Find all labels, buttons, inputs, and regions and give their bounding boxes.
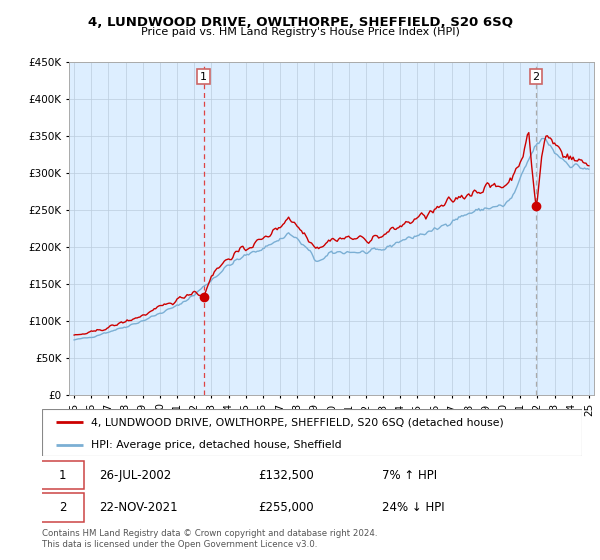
- Text: Price paid vs. HM Land Registry's House Price Index (HPI): Price paid vs. HM Land Registry's House …: [140, 27, 460, 37]
- Text: 4, LUNDWOOD DRIVE, OWLTHORPE, SHEFFIELD, S20 6SQ: 4, LUNDWOOD DRIVE, OWLTHORPE, SHEFFIELD,…: [88, 16, 512, 29]
- Text: £132,500: £132,500: [258, 469, 314, 482]
- Text: 24% ↓ HPI: 24% ↓ HPI: [382, 501, 445, 514]
- Text: 22-NOV-2021: 22-NOV-2021: [98, 501, 178, 514]
- Text: Contains HM Land Registry data © Crown copyright and database right 2024.
This d: Contains HM Land Registry data © Crown c…: [42, 529, 377, 549]
- Text: 2: 2: [59, 501, 66, 514]
- FancyBboxPatch shape: [41, 461, 84, 489]
- Text: 26-JUL-2002: 26-JUL-2002: [98, 469, 171, 482]
- FancyBboxPatch shape: [41, 493, 84, 522]
- Text: HPI: Average price, detached house, Sheffield: HPI: Average price, detached house, Shef…: [91, 440, 341, 450]
- Text: 1: 1: [59, 469, 66, 482]
- Text: 7% ↑ HPI: 7% ↑ HPI: [382, 469, 437, 482]
- Text: 1: 1: [200, 72, 207, 82]
- Text: 2: 2: [532, 72, 539, 82]
- Text: 4, LUNDWOOD DRIVE, OWLTHORPE, SHEFFIELD, S20 6SQ (detached house): 4, LUNDWOOD DRIVE, OWLTHORPE, SHEFFIELD,…: [91, 417, 503, 427]
- Text: £255,000: £255,000: [258, 501, 314, 514]
